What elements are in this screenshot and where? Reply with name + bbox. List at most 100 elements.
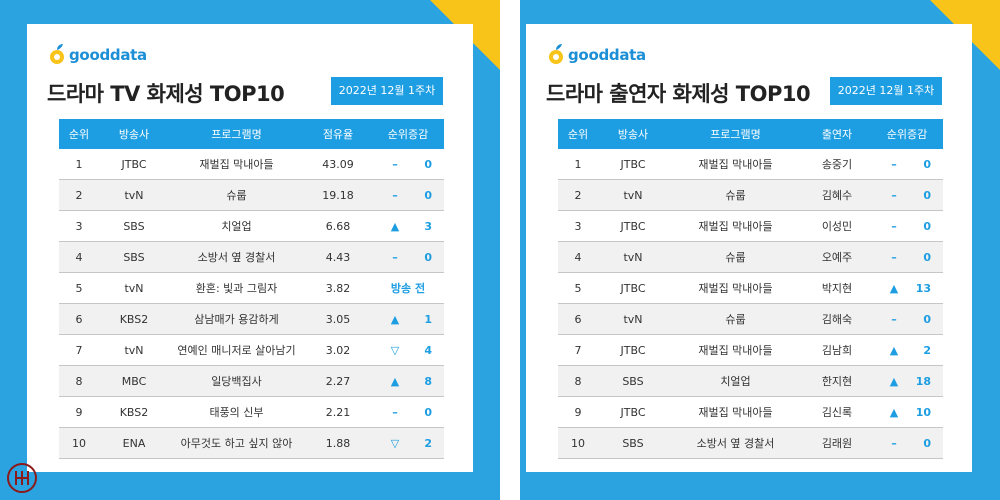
table-row: 8 SBS 치얼업 한지현 ▲ 18 xyxy=(558,365,943,397)
change-value: 2 xyxy=(923,343,931,357)
logo-text: gooddata xyxy=(568,46,646,64)
rank-cell: 10 xyxy=(558,427,598,459)
network-cell: SBS xyxy=(99,241,169,273)
ranking-table: 순위 방송사 프로그램명 출연자 순위증감 1 JTBC 재벌집 막내아들 송중기 –0… xyxy=(558,119,943,459)
tv-ranking-card: gooddata 드라마 TV 화제성 TOP10 2022년 12월 1주차 … xyxy=(27,24,473,472)
change-value: 0 xyxy=(923,188,931,202)
change-value: 4 xyxy=(424,343,432,357)
change-symbol-icon: – xyxy=(891,312,897,326)
gooddata-logo: gooddata xyxy=(546,44,646,66)
header-change: 순위증감 xyxy=(871,119,943,149)
change-value: 1 xyxy=(424,312,432,326)
rank-cell: 8 xyxy=(558,365,598,397)
change-symbol-icon: – xyxy=(392,188,398,202)
program-cell: 소방서 옆 경찰서 xyxy=(668,427,803,459)
ranking-table: 순위 방송사 프로그램명 점유율 순위증감 1 JTBC 재벌집 막내아들 43.09… xyxy=(59,119,444,459)
rank-cell: 3 xyxy=(59,210,99,242)
gooddata-logo-icon xyxy=(50,44,64,64)
change-symbol-icon: ▲ xyxy=(889,281,899,295)
program-cell: 슈룹 xyxy=(668,303,803,335)
change-value: 0 xyxy=(923,219,931,233)
network-cell: tvN xyxy=(99,334,169,366)
cast-cell: 김남희 xyxy=(803,334,871,366)
change-cell: –0 xyxy=(372,179,444,211)
change-symbol-icon: ▽ xyxy=(390,343,400,357)
change-cell: ▽ 2 xyxy=(372,427,444,459)
cast-cell: 박지현 xyxy=(803,272,871,304)
rank-cell: 7 xyxy=(59,334,99,366)
program-cell: 슈룹 xyxy=(169,179,304,211)
program-cell: 재벌집 막내아들 xyxy=(668,210,803,242)
table-row: 10 SBS 소방서 옆 경찰서 김래원 –0 xyxy=(558,427,943,459)
table-row: 4 tvN 슈룹 오예주 –0 xyxy=(558,241,943,273)
rank-cell: 8 xyxy=(59,365,99,397)
change-symbol-icon: – xyxy=(891,219,897,233)
network-cell: JTBC xyxy=(598,396,668,428)
change-symbol-icon: ▲ xyxy=(390,312,400,326)
header-share: 점유율 xyxy=(304,119,372,149)
header-network: 방송사 xyxy=(598,119,668,149)
table-header: 순위 방송사 프로그램명 출연자 순위증감 xyxy=(558,119,943,149)
table-row: 5 JTBC 재벌집 막내아들 박지현 ▲ 13 xyxy=(558,272,943,304)
rank-cell: 2 xyxy=(59,179,99,211)
share-cell: 1.88 xyxy=(304,427,372,459)
change-symbol-icon: – xyxy=(392,250,398,264)
network-cell: KBS2 xyxy=(99,303,169,335)
network-cell: MBC xyxy=(99,365,169,397)
change-symbol-icon: – xyxy=(891,436,897,450)
change-cell: –0 xyxy=(871,241,943,273)
table-row: 7 tvN 연예인 매니저로 살아남기 3.02 ▽ 4 xyxy=(59,334,444,366)
network-cell: tvN xyxy=(598,241,668,273)
program-cell: 삼남매가 용감하게 xyxy=(169,303,304,335)
change-value: 0 xyxy=(923,436,931,450)
program-cell: 재벌집 막내아들 xyxy=(668,272,803,304)
header-rank: 순위 xyxy=(59,119,99,149)
rank-cell: 3 xyxy=(558,210,598,242)
table-header: 순위 방송사 프로그램명 점유율 순위증감 xyxy=(59,119,444,149)
cast-cell: 김래원 xyxy=(803,427,871,459)
left-panel: gooddata 드라마 TV 화제성 TOP10 2022년 12월 1주차 … xyxy=(0,0,500,500)
change-cell: –0 xyxy=(871,149,943,180)
program-cell: 재벌집 막내아들 xyxy=(668,396,803,428)
change-cell: –0 xyxy=(871,303,943,335)
change-cell: ▽ 4 xyxy=(372,334,444,366)
change-cell: –0 xyxy=(871,427,943,459)
rank-cell: 5 xyxy=(558,272,598,304)
share-cell: 19.18 xyxy=(304,179,372,211)
watermark-icon xyxy=(7,463,37,493)
rank-cell: 7 xyxy=(558,334,598,366)
change-symbol-icon: ▲ xyxy=(390,219,400,233)
change-cell: –0 xyxy=(372,396,444,428)
share-cell: 3.02 xyxy=(304,334,372,366)
gooddata-logo: gooddata xyxy=(47,44,147,66)
program-cell: 재벌집 막내아들 xyxy=(668,334,803,366)
change-cell: ▲ 18 xyxy=(871,365,943,397)
network-cell: JTBC xyxy=(598,149,668,180)
table-row: 1 JTBC 재벌집 막내아들 43.09–0 xyxy=(59,149,444,180)
change-cell: ▲ 8 xyxy=(372,365,444,397)
change-value: 0 xyxy=(923,157,931,171)
change-symbol-icon: – xyxy=(891,188,897,202)
rank-cell: 9 xyxy=(59,396,99,428)
table-row: 7 JTBC 재벌집 막내아들 김남희 ▲ 2 xyxy=(558,334,943,366)
change-value: 2 xyxy=(424,436,432,450)
share-cell: 3.05 xyxy=(304,303,372,335)
change-value: 3 xyxy=(424,219,432,233)
change-cell: 방송 전 xyxy=(372,272,444,304)
header-network: 방송사 xyxy=(99,119,169,149)
table-row: 9 JTBC 재벌집 막내아들 김신록 ▲ 10 xyxy=(558,396,943,428)
change-cell: –0 xyxy=(372,149,444,180)
network-cell: tvN xyxy=(598,179,668,211)
change-symbol-icon: ▽ xyxy=(390,436,400,450)
program-cell: 소방서 옆 경찰서 xyxy=(169,241,304,273)
cast-cell: 김혜수 xyxy=(803,179,871,211)
change-cell: ▲ 13 xyxy=(871,272,943,304)
network-cell: SBS xyxy=(598,427,668,459)
logo-text: gooddata xyxy=(69,46,147,64)
change-cell: –0 xyxy=(871,210,943,242)
program-cell: 일당백집사 xyxy=(169,365,304,397)
network-cell: JTBC xyxy=(598,334,668,366)
rank-cell: 4 xyxy=(558,241,598,273)
program-cell: 슈룹 xyxy=(668,241,803,273)
change-cell: –0 xyxy=(871,179,943,211)
